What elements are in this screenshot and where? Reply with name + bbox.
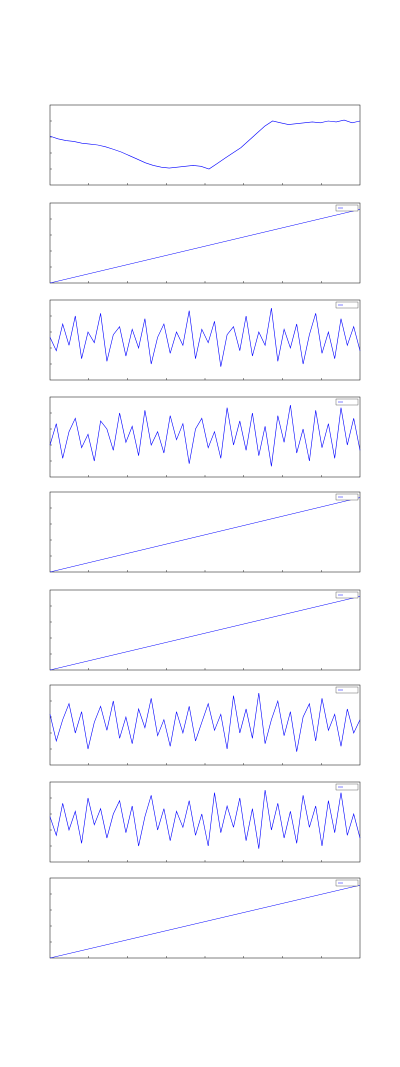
series-line xyxy=(49,307,361,367)
series-line xyxy=(49,209,361,284)
series-line xyxy=(49,404,361,467)
legend-box xyxy=(335,591,359,599)
series-line xyxy=(49,789,361,849)
plot-frame xyxy=(49,589,361,671)
legend-box xyxy=(335,879,359,887)
plot-frame xyxy=(49,684,361,766)
legend-box xyxy=(335,783,359,791)
plot-frame xyxy=(49,877,361,959)
plot-frame xyxy=(49,299,361,381)
legend-box xyxy=(335,204,359,212)
series-line xyxy=(49,692,361,752)
series-line xyxy=(49,884,361,959)
series-line xyxy=(49,497,361,573)
legend-box xyxy=(335,686,359,694)
series-line xyxy=(49,596,361,671)
plot-frame xyxy=(49,781,361,863)
legend-box xyxy=(335,301,359,309)
legend-box xyxy=(335,493,359,501)
plot-frame xyxy=(49,202,361,284)
plot-frame xyxy=(49,104,361,186)
plot-frame xyxy=(49,491,361,573)
legend-box xyxy=(335,398,359,406)
series-line xyxy=(49,119,361,170)
plot-frame xyxy=(49,396,361,478)
